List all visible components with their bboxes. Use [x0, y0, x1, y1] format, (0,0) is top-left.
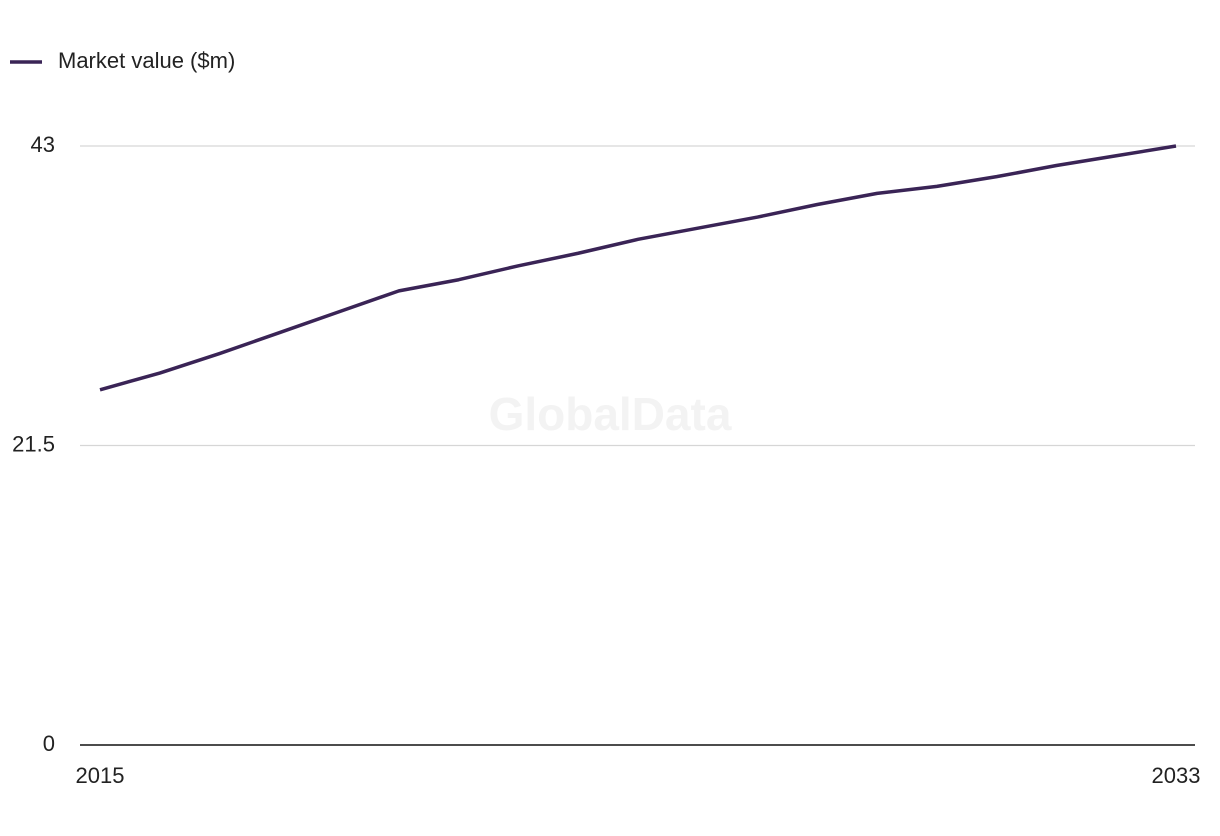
y-tick-label: 43 [31, 132, 55, 157]
x-tick-label: 2015 [76, 763, 125, 788]
y-tick-label: 0 [43, 731, 55, 756]
x-tick-label: 2033 [1152, 763, 1201, 788]
data-line [99, 144, 1177, 392]
watermark: GlobalData [489, 388, 732, 440]
y-tick-label: 21.5 [12, 431, 55, 456]
legend-label: Market value ($m) [58, 48, 235, 73]
